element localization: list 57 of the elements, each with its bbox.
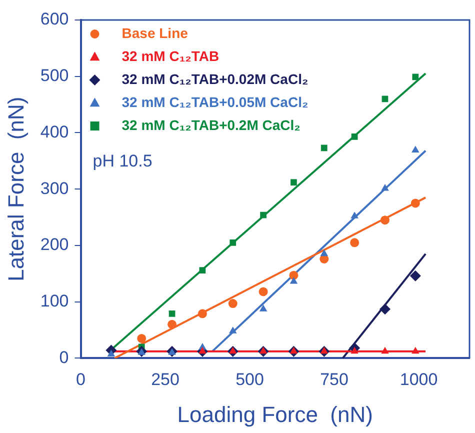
point	[380, 216, 390, 225]
x-tick-label: 750	[320, 370, 348, 390]
point	[198, 309, 207, 318]
y-axis-title: Lateral Force (nN)	[3, 96, 28, 282]
y-tick-label: 100	[40, 292, 69, 311]
point	[350, 238, 360, 248]
point	[320, 144, 328, 152]
x-tick-label: 500	[236, 370, 264, 390]
point	[351, 133, 358, 140]
legend-label: 32 mM C₁₂TAB+0.02M CaCl₂	[122, 70, 308, 87]
y-tick-label: 500	[40, 66, 69, 86]
point	[381, 346, 389, 354]
point	[228, 299, 238, 308]
y-tick-label: 300	[40, 178, 69, 198]
point	[289, 270, 298, 280]
point	[198, 346, 206, 354]
point	[410, 198, 420, 208]
legend-label: 32 mM C₁₂TAB	[122, 48, 220, 64]
point	[228, 346, 237, 354]
legend-label: Base Line	[122, 24, 188, 41]
point	[258, 287, 268, 296]
point	[350, 346, 358, 354]
point	[350, 212, 358, 218]
point	[379, 304, 390, 315]
y-tick-label: 400	[40, 122, 69, 142]
x-tick-label: 250	[151, 370, 180, 390]
point	[412, 346, 420, 354]
point	[320, 346, 328, 354]
point	[168, 310, 176, 317]
x-tick-label: 1000	[400, 370, 438, 390]
point	[168, 320, 177, 329]
point	[320, 249, 328, 256]
point	[137, 334, 146, 343]
y-tick-label: 600	[40, 10, 69, 29]
point	[290, 277, 298, 284]
legend-label: 32 mM C₁₂TAB+0.2M CaCl₂	[122, 116, 300, 133]
point	[107, 350, 116, 357]
point	[412, 74, 419, 80]
point	[290, 346, 298, 354]
y-tick-label: 0	[59, 348, 69, 367]
point	[381, 184, 389, 191]
point	[382, 96, 388, 102]
point	[259, 346, 268, 354]
point	[260, 212, 266, 218]
point	[290, 179, 297, 186]
y-tick-label: 200	[40, 235, 69, 254]
x-axis-title: Loading Force (nN)	[177, 402, 373, 427]
point	[228, 326, 237, 334]
point	[412, 146, 420, 152]
point	[199, 267, 206, 274]
point	[138, 348, 146, 355]
legend-label: 32 mM C₁₂TAB+0.05M CaCl₂	[122, 94, 308, 110]
point	[410, 270, 421, 282]
annotation: pH 10.5	[92, 152, 152, 171]
x-tick-label: 0	[76, 370, 86, 390]
point	[259, 304, 268, 312]
point	[230, 239, 236, 246]
